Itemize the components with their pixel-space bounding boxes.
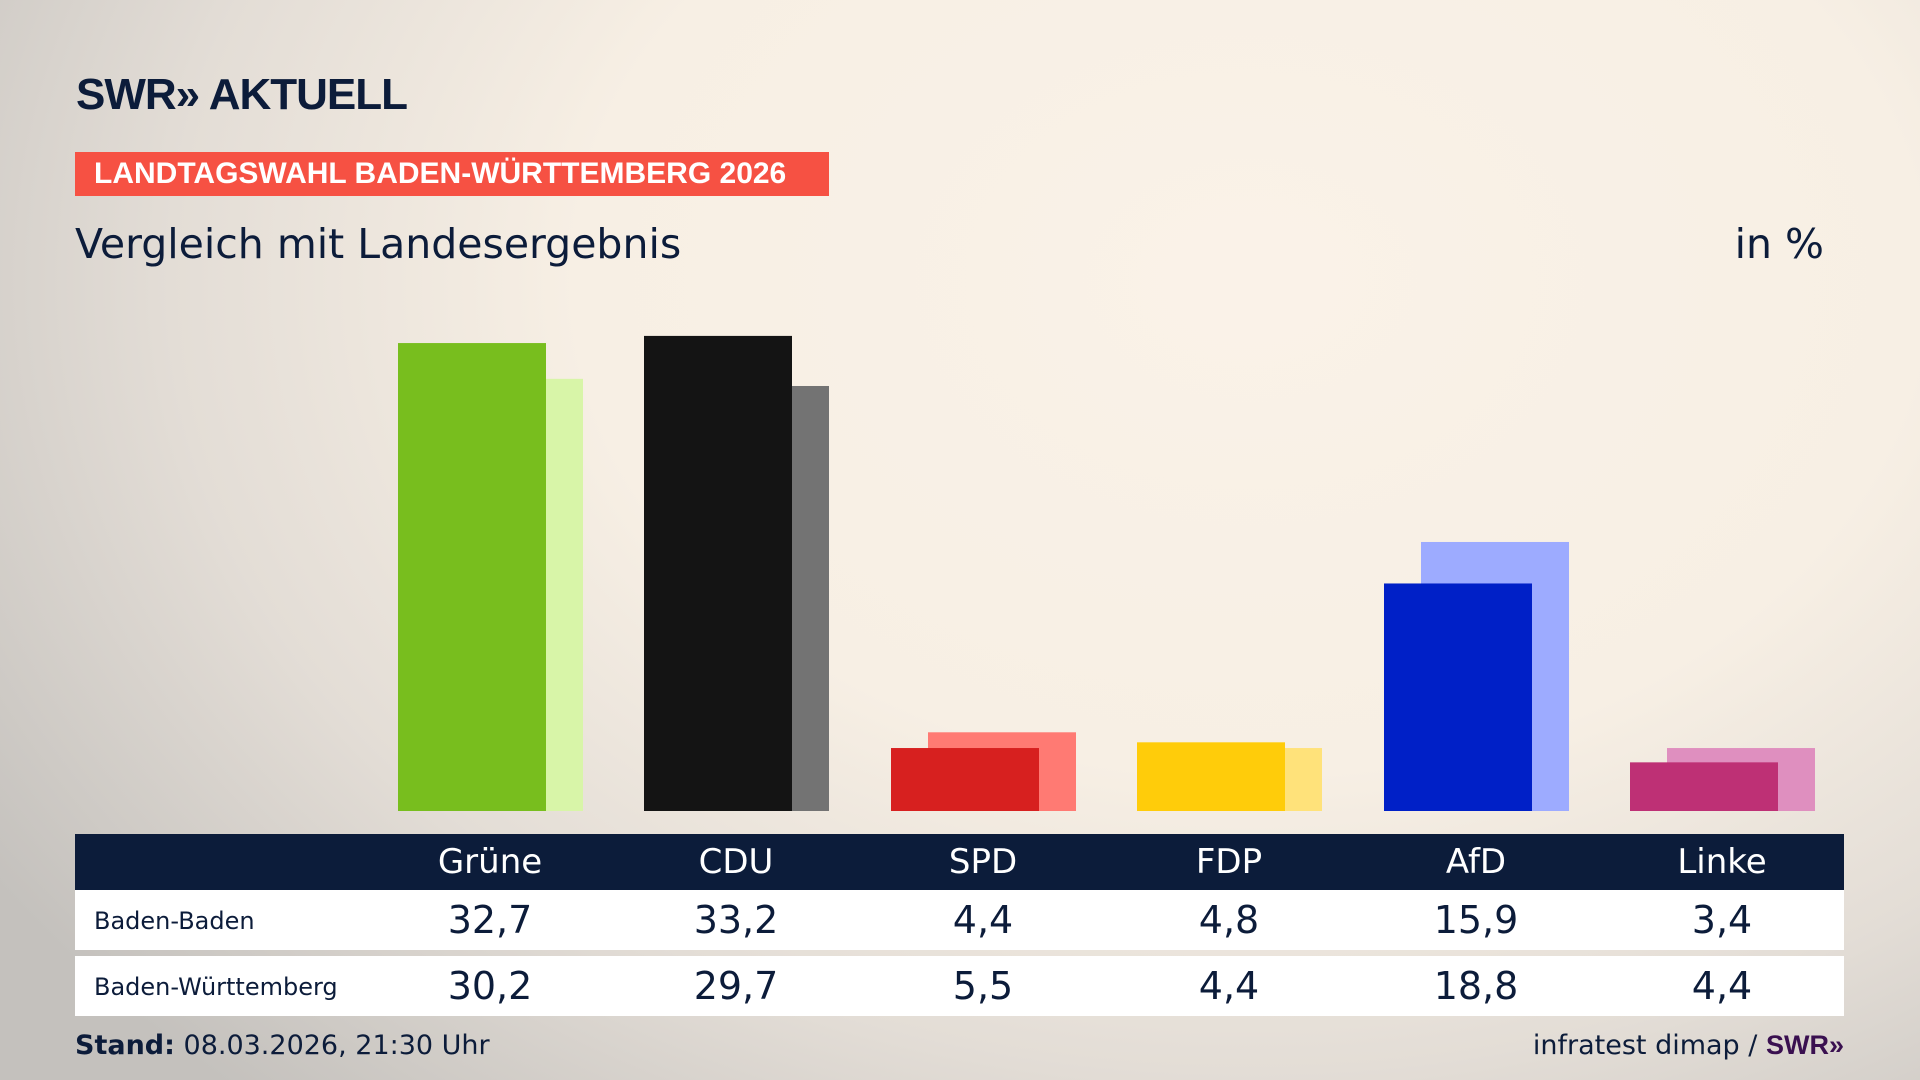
source-text: infratest dimap / [1532,1030,1758,1061]
bar-district-grüne [398,343,546,811]
election-banner: LANDTAGSWAHL BADEN-WÜRTTEMBERG 2026 [75,152,829,196]
column-header: CDU [698,842,774,882]
stand-label: Stand: [75,1030,175,1061]
timestamp: Stand: 08.03.2026, 21:30 Uhr [75,1030,490,1061]
table-cell: 18,8 [1433,964,1519,1008]
stand-value: 08.03.2026, 21:30 Uhr [183,1030,490,1061]
swr-aktuell-logo: SWR» AKTUELL [76,70,408,119]
table-cell: 15,9 [1433,898,1519,942]
column-header: SPD [948,842,1018,882]
column-header: Grüne [437,842,543,882]
results-table: Grüne CDU SPD FDP AfD Linke Baden-Baden 32,7 33… [75,834,1844,1016]
table-header: Grüne CDU SPD FDP AfD Linke [75,834,1844,890]
table-cell: 29,7 [693,964,779,1008]
bar-district-cdu [644,335,792,811]
table-cell: 3,4 [1691,898,1753,942]
bar-district-fdp [1137,742,1285,811]
table-cell: 4,8 [1198,898,1260,942]
table-cell: 4,4 [952,898,1014,942]
table-row: Baden-Baden 32,7 33,2 4,4 4,8 15,9 3,4 [75,890,1844,950]
table-cell: 33,2 [693,898,779,942]
table-row: Baden-Württemberg 30,2 29,7 5,5 4,4 18,8 4,4 [75,956,1844,1016]
row-label: Baden-Württemberg [94,973,338,1001]
column-header: AfD [1445,842,1507,882]
table-cell: 4,4 [1198,964,1260,1008]
column-header: Linke [1677,842,1767,882]
table-cell: 4,4 [1691,964,1753,1008]
bar-district-spd [891,748,1039,811]
bar-district-linke [1630,762,1778,811]
swr-logo: SWR» [1765,1030,1844,1060]
table-cell: 32,7 [447,898,533,942]
chart-subtitle: Vergleich mit Landesergebnis [75,220,682,268]
row-label: Baden-Baden [94,907,255,935]
table-cell: 30,2 [447,964,533,1008]
unit-label: in % [1734,220,1824,268]
bar-chart [398,335,1815,811]
bar-district-afd [1384,583,1532,811]
source-credit: infratest dimap / SWR» [1533,1030,1844,1061]
table-cell: 5,5 [952,964,1014,1008]
column-header: FDP [1195,842,1263,882]
